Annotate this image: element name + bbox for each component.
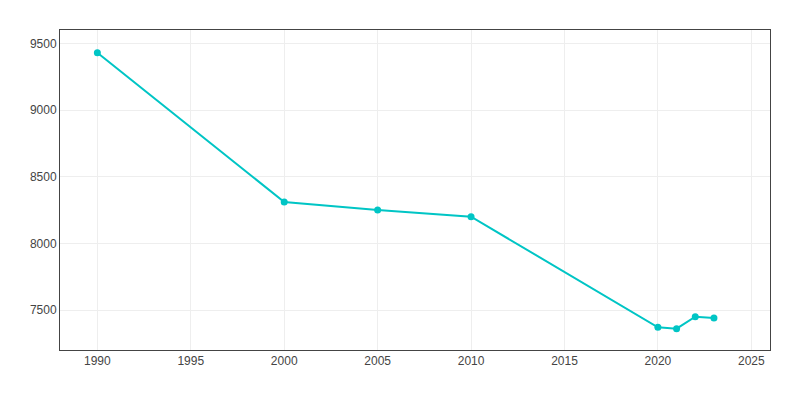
svg-text:8000: 8000 — [30, 237, 57, 251]
svg-text:9500: 9500 — [30, 37, 57, 51]
svg-text:2000: 2000 — [271, 354, 298, 368]
svg-text:7500: 7500 — [30, 303, 57, 317]
svg-text:1995: 1995 — [177, 354, 204, 368]
svg-text:2005: 2005 — [364, 354, 391, 368]
svg-text:9000: 9000 — [30, 103, 57, 117]
svg-text:2025: 2025 — [738, 354, 765, 368]
svg-text:2020: 2020 — [645, 354, 672, 368]
svg-text:8500: 8500 — [30, 170, 57, 184]
svg-text:1990: 1990 — [84, 354, 111, 368]
svg-text:2015: 2015 — [551, 354, 578, 368]
svg-text:2010: 2010 — [458, 354, 485, 368]
